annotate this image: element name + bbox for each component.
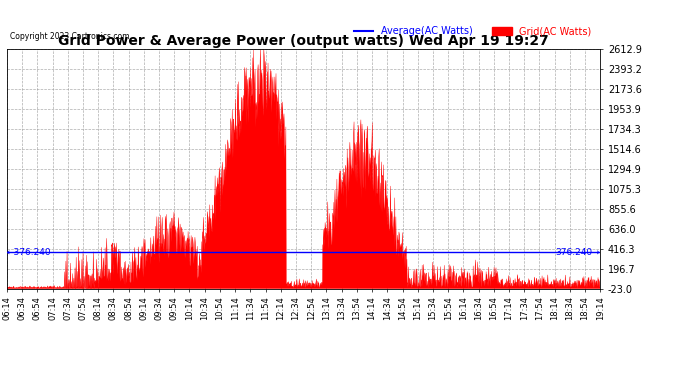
Text: 376.240→: 376.240→ — [555, 248, 600, 257]
Title: Grid Power & Average Power (output watts) Wed Apr 19 19:27: Grid Power & Average Power (output watts… — [58, 34, 549, 48]
Text: ←376.240: ←376.240 — [7, 248, 52, 257]
Legend: Average(AC Watts), Grid(AC Watts): Average(AC Watts), Grid(AC Watts) — [350, 22, 595, 40]
Text: Copyright 2023 Cartronics.com: Copyright 2023 Cartronics.com — [10, 32, 130, 41]
